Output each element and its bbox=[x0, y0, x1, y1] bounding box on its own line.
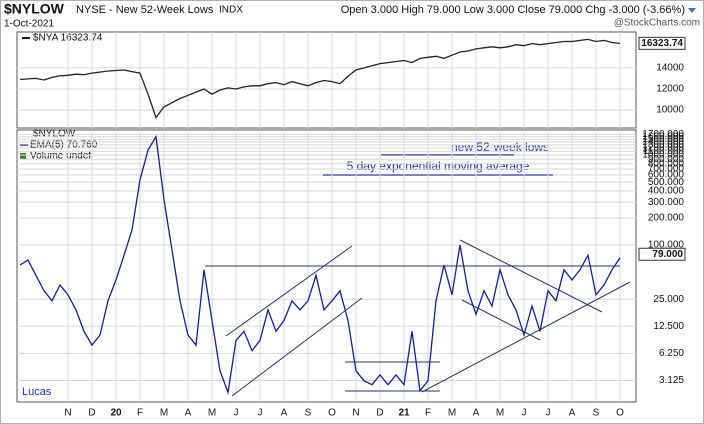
x-tick-label: F bbox=[137, 408, 143, 419]
dropdown-icon[interactable] bbox=[688, 8, 696, 13]
x-tick-label: A bbox=[185, 408, 192, 419]
y-tick-label: 1300.000 bbox=[642, 139, 684, 150]
volume-note: Volume undef bbox=[30, 151, 91, 162]
upper-panel bbox=[16, 31, 637, 129]
y-tick-label: 100.000 bbox=[648, 240, 685, 251]
last-value-label: 16323.74 bbox=[641, 38, 683, 49]
y-tick-label: 700.000 bbox=[648, 164, 685, 175]
y-tick-label: 1400.000 bbox=[642, 137, 684, 148]
y-tick-label: 14000 bbox=[656, 63, 684, 74]
date: 1-Oct-2021 bbox=[4, 19, 54, 30]
y-tick-label: 1200.000 bbox=[642, 143, 684, 154]
annotation: Lucas bbox=[22, 386, 52, 398]
quote: Open 3.000 High 79.000 Low 3.000 Close 7… bbox=[341, 4, 685, 16]
x-tick-label: A bbox=[569, 408, 576, 419]
x-tick-label: O bbox=[616, 408, 624, 419]
x-tick-label: M bbox=[496, 408, 504, 419]
x-tick-label: D bbox=[88, 408, 95, 419]
y-tick-label: 400.000 bbox=[648, 186, 685, 197]
y-tick-label: 12000 bbox=[656, 84, 684, 95]
y-tick-label: 1500.000 bbox=[642, 134, 684, 145]
exchange: INDX bbox=[219, 5, 243, 16]
x-tick-label: 20 bbox=[110, 408, 122, 419]
last-value-box bbox=[638, 247, 686, 261]
y-tick-label: 600.000 bbox=[648, 170, 685, 181]
y-tick-label: 900.000 bbox=[648, 154, 685, 165]
y-tick-label: 800.000 bbox=[648, 158, 685, 169]
x-tick-label: J bbox=[258, 408, 263, 419]
x-tick-label: D bbox=[376, 408, 383, 419]
x-tick-label: N bbox=[64, 408, 71, 419]
y-tick-label: 1100.000 bbox=[643, 146, 684, 157]
symbol-name: NYSE - New 52-Week Lows bbox=[76, 4, 214, 16]
y-tick-label: 6.250 bbox=[659, 348, 684, 359]
y-tick-label: 1600.000 bbox=[642, 131, 684, 142]
y-tick-label: 1700.000 bbox=[642, 129, 684, 140]
y-tick-label: 500.000 bbox=[648, 177, 685, 188]
y-tick-label: 12.500 bbox=[653, 321, 684, 332]
x-tick-label: S bbox=[305, 408, 312, 419]
x-tick-label: O bbox=[328, 408, 336, 419]
x-tick-label: J bbox=[546, 408, 551, 419]
x-tick-label: J bbox=[522, 408, 527, 419]
annotation: 5 day exponential moving average bbox=[347, 159, 530, 173]
y-tick-label: 1000.000 bbox=[642, 150, 684, 161]
last-value-label: 79.000 bbox=[652, 249, 683, 260]
x-tick-label: A bbox=[473, 408, 480, 419]
y-tick-label: 300.000 bbox=[648, 197, 685, 208]
x-tick-label: J bbox=[234, 408, 239, 419]
legend-swatch bbox=[20, 153, 26, 159]
y-tick-label: 3.125 bbox=[659, 375, 684, 386]
y-tick-label: 10000 bbox=[656, 105, 684, 116]
trendlines bbox=[205, 239, 631, 397]
x-tick-label: 21 bbox=[398, 408, 410, 419]
x-tick-label: N bbox=[352, 408, 359, 419]
credit: @StockCharts.com bbox=[614, 18, 700, 29]
x-tick-label: M bbox=[208, 408, 216, 419]
data-line bbox=[19, 134, 621, 395]
y-tick-label: 200.000 bbox=[648, 213, 685, 224]
lower-panel bbox=[16, 129, 637, 403]
y-tick-label: 25.000 bbox=[653, 294, 684, 305]
x-tick-label: S bbox=[593, 408, 600, 419]
x-tick-label: M bbox=[448, 408, 456, 419]
x-tick-label: M bbox=[160, 408, 168, 419]
last-value-box bbox=[638, 36, 686, 50]
x-tick-label: F bbox=[425, 408, 431, 419]
data-line bbox=[19, 38, 621, 119]
symbol: $NYLOW bbox=[4, 1, 65, 17]
x-tick-label: A bbox=[281, 408, 288, 419]
